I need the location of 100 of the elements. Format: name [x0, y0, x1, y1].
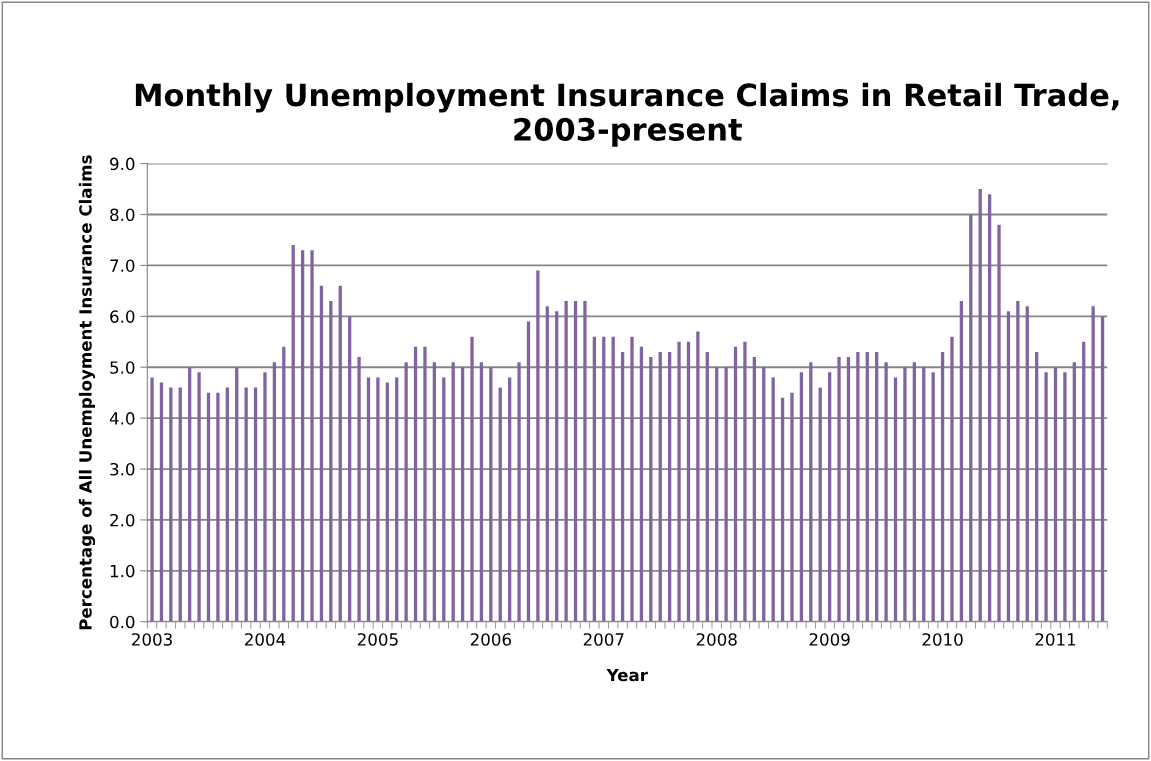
bar	[498, 387, 502, 622]
bar	[329, 301, 333, 622]
bar	[724, 367, 728, 622]
bar	[743, 341, 747, 622]
bar	[931, 372, 935, 622]
bar	[611, 336, 615, 622]
bar	[649, 357, 653, 622]
bar	[668, 351, 672, 622]
bar	[526, 321, 531, 622]
bar	[799, 372, 804, 622]
bar	[733, 346, 738, 622]
bar	[206, 392, 211, 622]
bar	[376, 377, 380, 622]
bar	[225, 387, 229, 622]
bar	[555, 311, 559, 622]
bar	[1063, 372, 1067, 622]
bar	[630, 336, 634, 622]
bar	[460, 367, 465, 622]
x-tick-label: 2005	[357, 633, 398, 646]
bar	[272, 362, 277, 622]
bar	[235, 367, 239, 622]
bar	[169, 387, 173, 622]
bar	[978, 189, 982, 622]
bar	[319, 285, 324, 622]
y-tick-label: 3.0	[110, 462, 135, 476]
x-tick-label: 2009	[809, 633, 850, 646]
bar	[178, 387, 182, 622]
bar	[282, 346, 286, 622]
bar	[1100, 316, 1105, 622]
bar	[508, 377, 512, 622]
x-tick-label: 2007	[583, 633, 624, 646]
bar	[903, 367, 907, 622]
bar	[856, 351, 860, 622]
bar	[658, 351, 662, 622]
bar	[489, 367, 493, 622]
bar	[620, 351, 625, 622]
y-tick-label: 0.0	[110, 615, 135, 629]
bar	[686, 341, 691, 622]
y-tick-label: 7.0	[110, 259, 135, 272]
bar	[366, 377, 371, 622]
bar	[423, 346, 427, 622]
bar	[639, 346, 644, 622]
x-axis-title: Year	[606, 668, 648, 682]
bar	[564, 301, 568, 622]
y-tick-label: 2.0	[110, 513, 135, 527]
y-axis-title: Percentage of All Unemployment Insurance Claims	[78, 155, 96, 630]
bar	[338, 285, 342, 622]
y-tick-label: 4.0	[109, 412, 135, 425]
y-tick-label: 1.0	[110, 564, 135, 578]
bar	[357, 357, 361, 622]
bar	[517, 362, 521, 622]
bar	[150, 377, 154, 622]
bar	[1016, 301, 1020, 622]
bar	[696, 331, 700, 622]
bar	[385, 382, 389, 622]
bar	[780, 397, 785, 622]
y-tick-label: 5.0	[110, 361, 135, 374]
bar	[997, 224, 1001, 622]
bar	[573, 301, 578, 622]
bar	[404, 362, 408, 622]
x-tick-label: 2003	[132, 633, 172, 646]
bar	[216, 392, 220, 622]
bar	[451, 362, 455, 622]
bar	[348, 316, 352, 622]
chart-title: Monthly Unemployment Insurance Claims in Retail Trade, 2003-present	[135, 82, 1119, 147]
y-tick-label: 9.0	[110, 157, 135, 171]
bar	[244, 387, 248, 622]
bar	[940, 351, 945, 622]
bar	[188, 367, 192, 622]
y-tick-label: 8.0	[110, 208, 135, 222]
bar	[536, 270, 540, 622]
bar	[159, 382, 164, 622]
bar	[809, 362, 813, 622]
bar	[479, 362, 484, 622]
bar	[1006, 311, 1011, 622]
bar	[545, 306, 549, 622]
bar	[969, 214, 973, 622]
bar	[715, 367, 719, 622]
bar	[950, 336, 954, 622]
bar	[771, 377, 775, 622]
bar	[875, 351, 879, 622]
x-tick-label: 2010	[922, 633, 963, 646]
bar	[912, 362, 916, 622]
bar	[705, 351, 709, 622]
bar	[865, 351, 869, 622]
bar	[959, 301, 964, 622]
bar	[1035, 351, 1039, 622]
bar	[762, 367, 766, 622]
bar	[197, 372, 201, 622]
bar	[837, 357, 841, 622]
bar	[432, 362, 437, 622]
bar	[790, 392, 794, 622]
bar	[592, 336, 596, 622]
bar	[884, 362, 888, 622]
bar	[263, 372, 267, 622]
x-tick-label: 2008	[696, 633, 737, 646]
bar	[470, 336, 474, 622]
y-tick-label: 6.0	[110, 310, 135, 323]
bar	[602, 336, 606, 622]
bar	[1091, 306, 1095, 622]
